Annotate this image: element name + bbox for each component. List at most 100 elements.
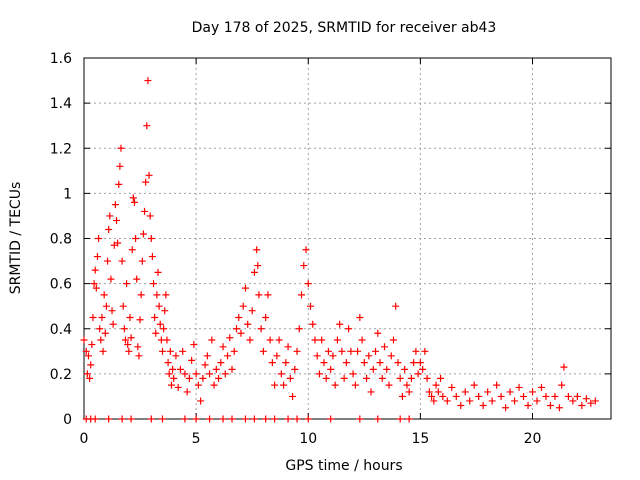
data-point [396, 415, 404, 423]
data-point [115, 180, 123, 188]
data-point [82, 347, 90, 355]
data-point [470, 381, 478, 389]
data-point [434, 388, 442, 396]
data-point [121, 336, 129, 344]
data-point [142, 178, 150, 186]
data-point [127, 334, 135, 342]
data-point [97, 336, 105, 344]
data-point [555, 404, 563, 412]
data-point [88, 341, 96, 349]
data-point [150, 280, 158, 288]
data-point [117, 144, 125, 152]
data-point [506, 388, 514, 396]
data-point [237, 329, 245, 337]
data-point [488, 397, 496, 405]
data-point [511, 397, 519, 405]
data-point [160, 325, 168, 333]
data-point [174, 383, 182, 391]
data-point [425, 388, 433, 396]
data-point [421, 347, 429, 355]
data-point [419, 365, 427, 373]
data-point [201, 361, 209, 369]
x-tick-label: 5 [192, 431, 201, 447]
x-tick-labels: 0 5 10 15 20 [80, 431, 542, 447]
data-point [226, 334, 234, 342]
data-points [80, 77, 599, 423]
data-point [302, 246, 310, 254]
data-point [271, 381, 279, 389]
data-point [295, 325, 303, 333]
data-point [125, 347, 133, 355]
data-point [108, 307, 116, 315]
data-point [155, 302, 163, 310]
data-point [327, 415, 335, 423]
data-point [170, 374, 178, 382]
data-point [105, 225, 113, 233]
data-point [230, 347, 238, 355]
data-point [228, 415, 236, 423]
data-point [259, 347, 267, 355]
data-point [217, 359, 225, 367]
data-point [139, 230, 147, 238]
data-point [104, 257, 112, 265]
data-point [313, 352, 321, 360]
data-point [401, 365, 409, 373]
data-point [414, 370, 422, 378]
data-point [524, 401, 532, 409]
data-point [181, 415, 189, 423]
data-point [264, 291, 272, 299]
x-tick-label: 15 [411, 431, 429, 447]
y-tick-label: 1.6 [50, 51, 72, 67]
data-point [336, 320, 344, 328]
data-point [262, 415, 270, 423]
data-point [372, 347, 380, 355]
data-point [396, 374, 404, 382]
data-point [340, 374, 348, 382]
data-point [291, 365, 299, 373]
data-point [416, 359, 424, 367]
data-point [591, 397, 599, 405]
data-point [354, 347, 362, 355]
data-point [304, 415, 312, 423]
data-point [262, 313, 270, 321]
data-point [176, 365, 184, 373]
data-point [360, 359, 368, 367]
data-point [113, 216, 121, 224]
data-point [331, 381, 339, 389]
grid-lines [84, 58, 611, 419]
data-point [578, 401, 586, 409]
data-point [358, 336, 366, 344]
data-point [158, 415, 166, 423]
data-point [137, 291, 145, 299]
data-point [537, 383, 545, 391]
data-point [293, 415, 301, 423]
data-point [148, 253, 156, 261]
data-point [374, 329, 382, 337]
data-point [192, 370, 200, 378]
data-point [190, 341, 198, 349]
data-point [497, 392, 505, 400]
data-point [349, 370, 357, 378]
data-point [127, 415, 135, 423]
data-point [356, 313, 364, 321]
y-tick-label: 0.8 [50, 232, 72, 248]
x-tick-label: 20 [524, 431, 542, 447]
data-point [300, 262, 308, 270]
data-point [145, 171, 153, 179]
data-point [128, 246, 136, 254]
data-point [224, 352, 232, 360]
data-point [132, 235, 140, 242]
data-point [219, 343, 227, 351]
data-point [284, 415, 292, 423]
data-point [407, 374, 415, 382]
data-point [250, 415, 258, 423]
data-point [156, 320, 164, 328]
data-point [134, 343, 142, 351]
data-point [165, 370, 173, 378]
data-point [280, 381, 288, 389]
data-point [102, 302, 110, 310]
data-point [92, 284, 100, 292]
data-point [96, 325, 104, 333]
data-point [163, 336, 171, 344]
data-point [520, 392, 528, 400]
